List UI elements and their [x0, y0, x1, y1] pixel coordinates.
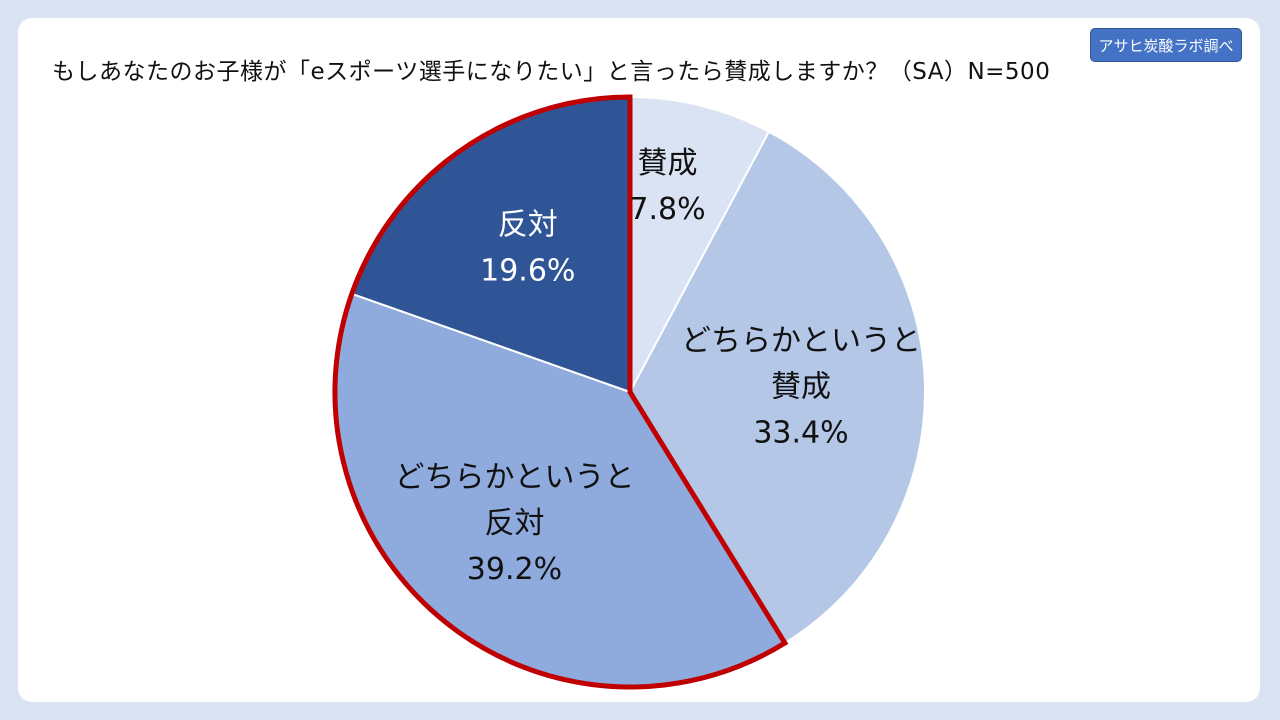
slice-category-label: 反対: [498, 208, 558, 243]
slice-category-label: 賛成: [771, 370, 831, 405]
slice-value-label: 7.8%: [629, 192, 705, 227]
pie-slice: [629, 95, 771, 393]
slice-value-label: 19.6%: [480, 254, 575, 289]
highlight-outline-group: [332, 94, 789, 690]
source-badge: アサヒ炭酸ラボ調べ: [1090, 28, 1242, 62]
highlight-outline: [332, 94, 789, 690]
slice-value-label: 33.4%: [753, 416, 848, 451]
pie-slice: [628, 130, 926, 645]
pie-slices: [334, 95, 926, 688]
slice-category-label: どちらかというと: [681, 324, 921, 359]
slice-category-label: 反対: [484, 506, 544, 541]
slice-value-label: 39.2%: [467, 552, 562, 587]
slice-category-label: 賛成: [638, 146, 698, 181]
chart-title: もしあなたのお子様が「eスポーツ選手になりたい」と言ったら賛成しますか？（SA）…: [52, 59, 1051, 85]
slice-category-label: どちらかというと: [394, 460, 634, 495]
pie-labels: 賛成7.8%どちらかというと賛成33.4%どちらかというと反対39.2%反対19…: [394, 146, 921, 587]
